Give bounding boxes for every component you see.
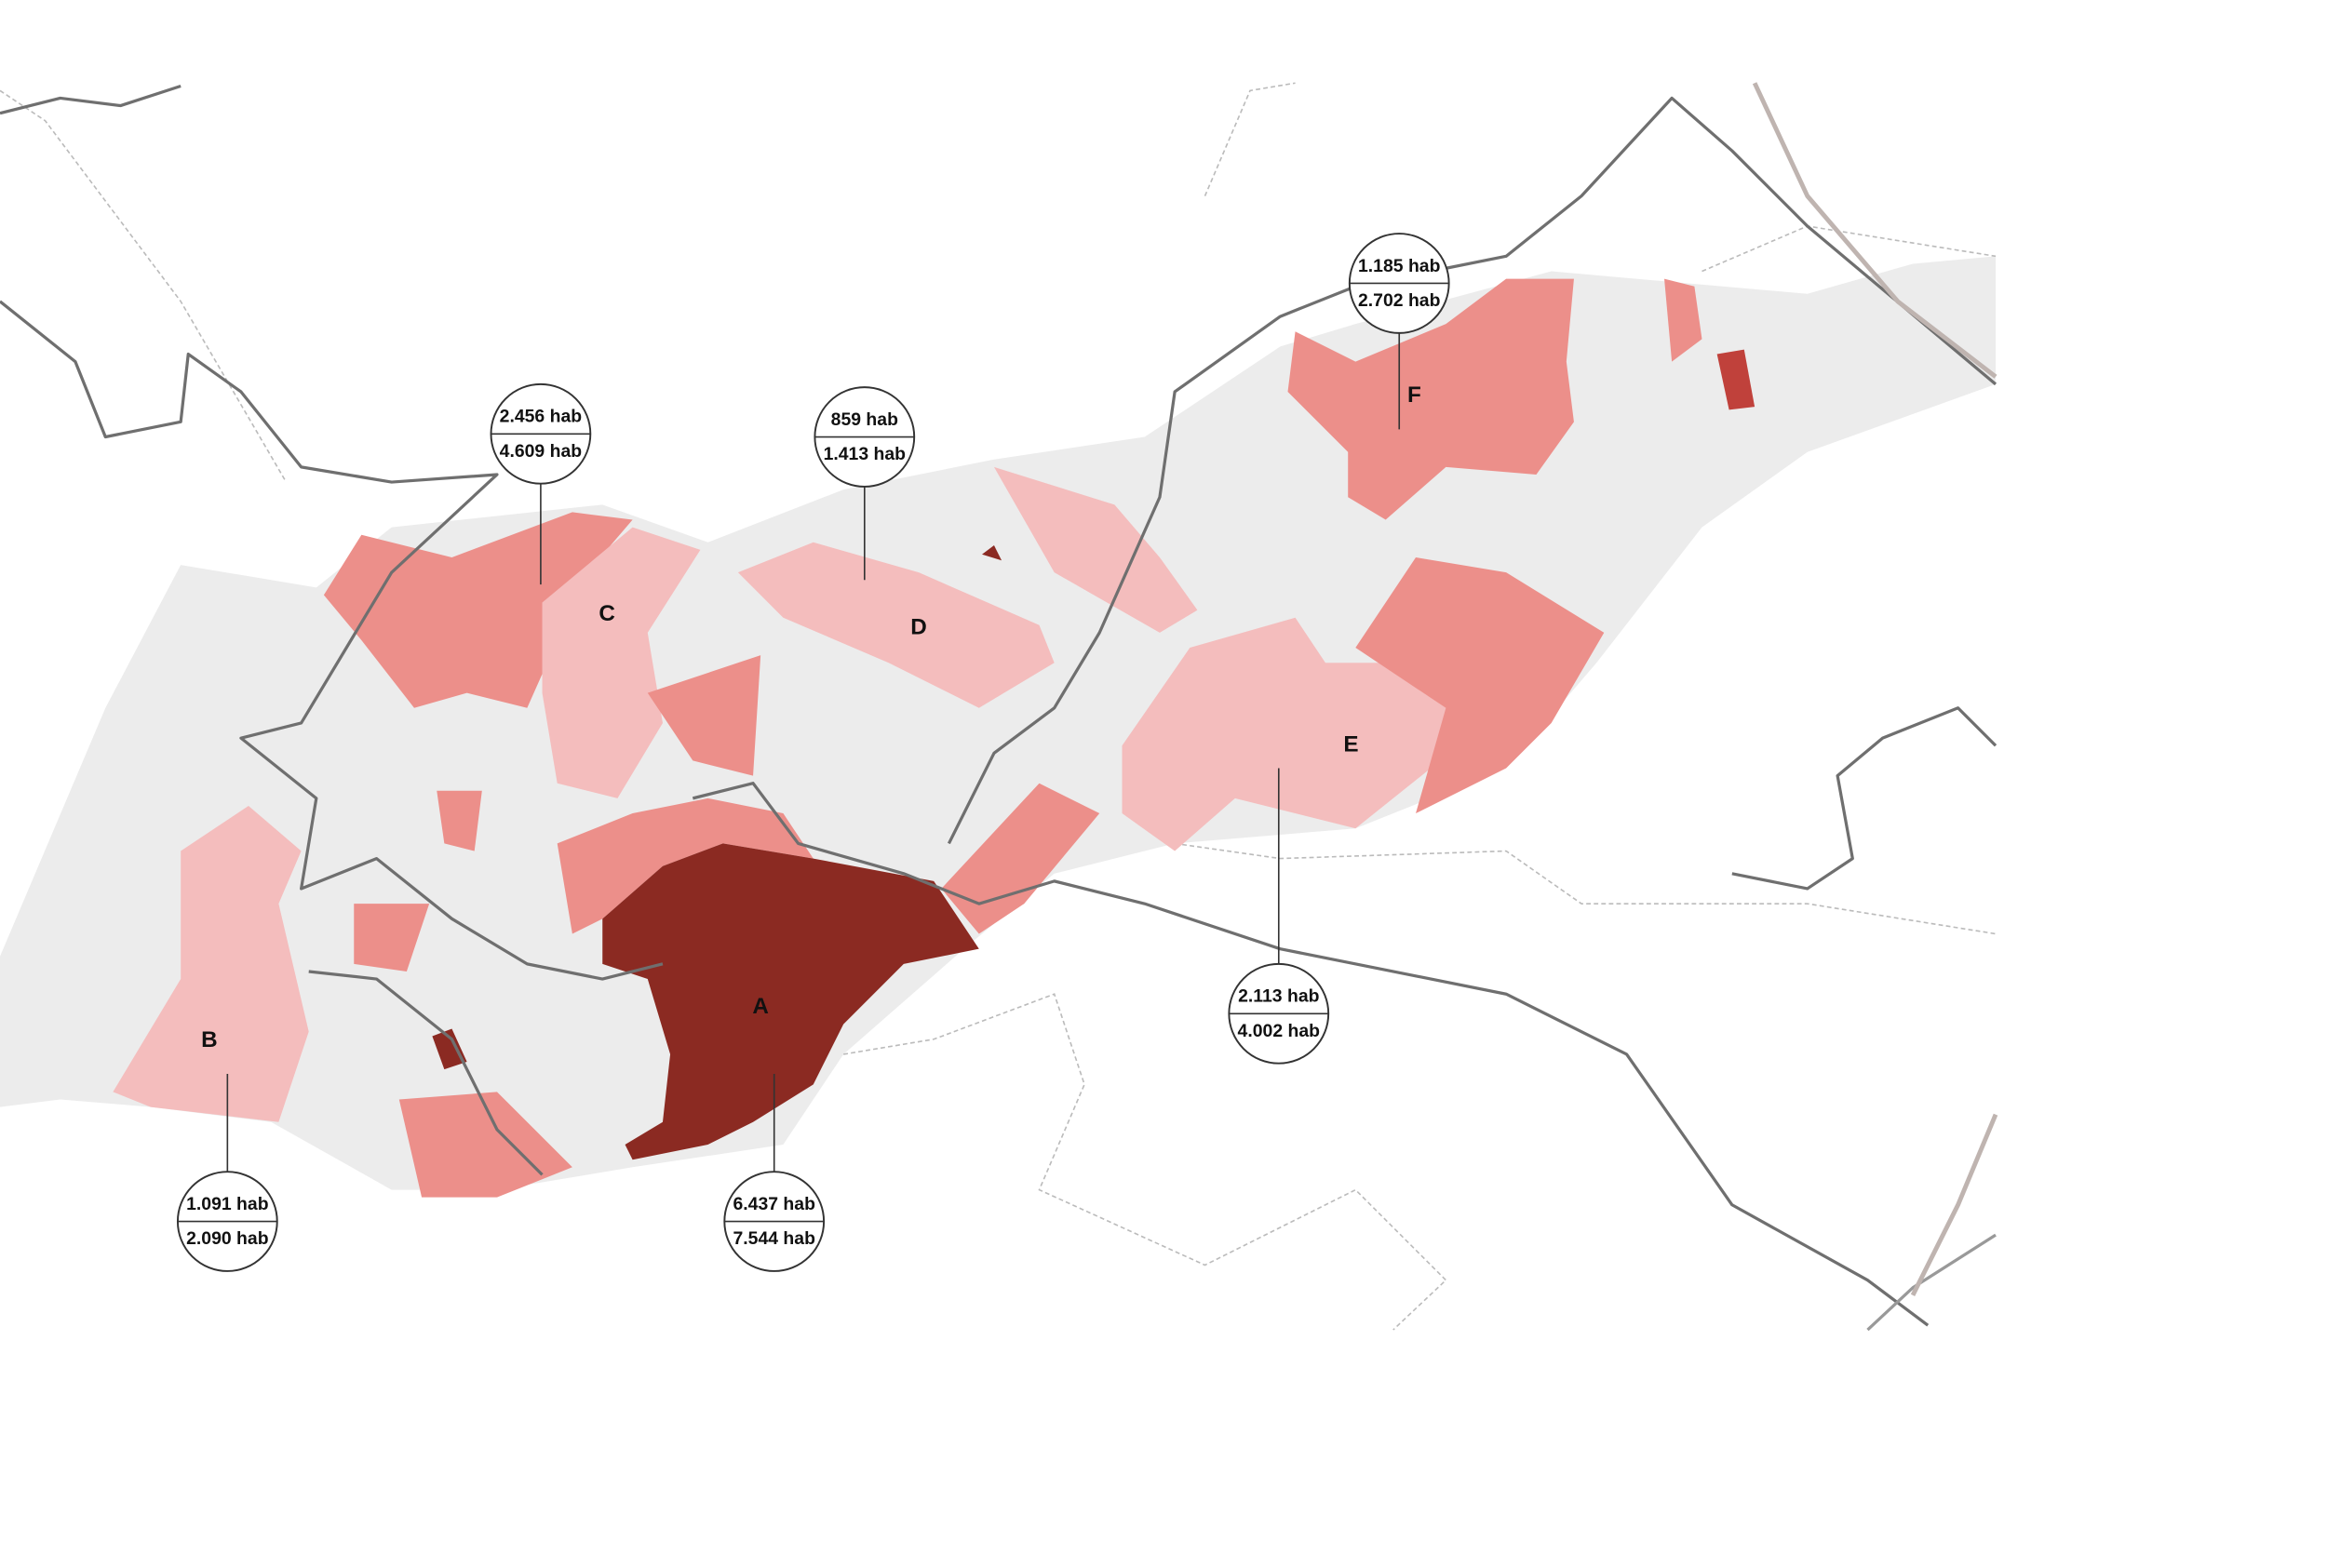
zone-area: [647, 655, 761, 776]
zone-area: [557, 797, 814, 934]
zone-area: [1287, 278, 1574, 520]
zone-area: [737, 542, 1055, 708]
population-top: 6.437 hab: [733, 1194, 815, 1214]
zone-area: [1355, 556, 1605, 814]
population-top: 1.091 hab: [186, 1194, 269, 1214]
zone-label: F: [1407, 382, 1421, 408]
road: [692, 782, 1930, 1327]
zone-area: [398, 1092, 572, 1198]
road: [0, 300, 664, 981]
road: [0, 84, 182, 115]
zone-area: [354, 904, 430, 972]
zone-label: C: [599, 601, 615, 626]
zone-label: A: [752, 994, 769, 1019]
municipality-area: [0, 256, 1997, 1190]
road: [1731, 706, 1997, 891]
zone-area: [993, 466, 1198, 633]
zone-area: [542, 527, 701, 798]
population-top: 2.456 hab: [500, 407, 583, 427]
callouts: A 6.437 hab 7.544 hab B 1.091 hab 2.090 hab C 2…: [176, 233, 1450, 1272]
population-bottom: 1.413 hab: [824, 444, 907, 464]
zone-area: [602, 843, 979, 1160]
zone-label: B: [201, 1027, 218, 1052]
population-bottom: 4.002 hab: [1238, 1021, 1321, 1041]
boundary: [843, 993, 1447, 1331]
boundary: [1204, 82, 1296, 196]
population-bottom: 2.090 hab: [186, 1228, 269, 1249]
population-bottom: 4.609 hab: [500, 441, 583, 462]
population-top: 1.185 hab: [1358, 256, 1441, 276]
zone-area: [1716, 349, 1755, 410]
zones: [113, 278, 1755, 1198]
population-bottom: 2.702 hab: [1358, 290, 1441, 311]
road: [947, 96, 1997, 845]
population-bottom: 7.544 hab: [733, 1228, 815, 1249]
zone-area: [437, 790, 482, 851]
zone-area: [432, 1028, 467, 1070]
railway: [1910, 1113, 1998, 1296]
population-top: 2.113 hab: [1238, 986, 1320, 1007]
population-top: 859 hab: [831, 409, 898, 430]
zone-label: D: [910, 614, 927, 639]
zone-area: [113, 805, 309, 1122]
base-map: [0, 82, 1997, 1331]
road: [1866, 1233, 1997, 1332]
boundary: [1175, 842, 1997, 935]
zone-area: [323, 512, 633, 708]
road: [308, 970, 544, 1176]
boundary: [0, 89, 288, 483]
zone-area: [982, 545, 1002, 561]
zone-area: [941, 783, 1100, 934]
roads: [0, 82, 1998, 1332]
railway: [1752, 82, 1997, 379]
zone-area: [1664, 278, 1702, 362]
zone-label: E: [1343, 732, 1358, 757]
zone-area: [1122, 617, 1476, 851]
